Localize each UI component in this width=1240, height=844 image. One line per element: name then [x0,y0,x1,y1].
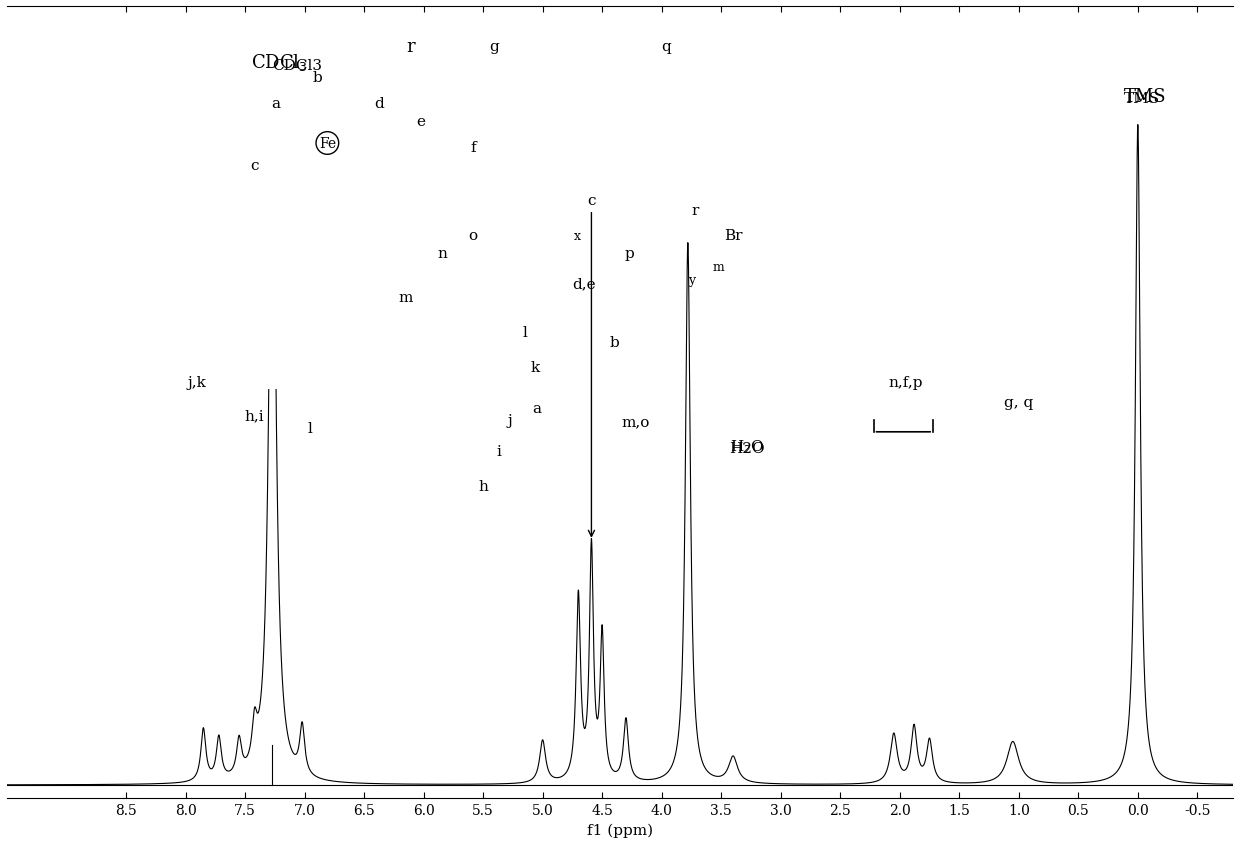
Text: y: y [688,273,696,286]
Text: o: o [469,229,477,243]
Text: a: a [270,97,280,111]
Text: d: d [374,97,384,111]
Text: n,f,p: n,f,p [888,376,923,389]
Text: l: l [308,422,312,436]
Text: c: c [250,159,259,173]
Text: H$_2$O: H$_2$O [730,438,765,456]
Text: d,e: d,e [573,277,596,290]
Text: CDCl3: CDCl3 [273,59,322,73]
Text: g, q: g, q [1004,395,1033,409]
Text: e: e [417,115,425,129]
Text: Fe: Fe [319,137,336,151]
Text: m,o: m,o [621,415,650,429]
Text: x: x [574,230,580,242]
Text: m: m [398,290,413,305]
Text: r: r [407,38,415,57]
Text: b: b [312,71,322,85]
Text: q: q [661,41,671,54]
Text: b: b [609,336,619,350]
Text: TMS: TMS [1123,88,1166,106]
Text: m: m [712,260,724,273]
Text: H2O: H2O [729,441,765,456]
Text: f: f [470,141,476,155]
Text: j,k: j,k [188,376,207,389]
Text: j: j [507,414,512,427]
Text: r: r [692,204,698,218]
Text: Br: Br [724,229,743,243]
Text: g: g [489,41,498,54]
Text: CDCl$_3$: CDCl$_3$ [250,52,308,73]
Text: c: c [588,194,595,537]
Text: TMS: TMS [1123,92,1159,106]
FancyBboxPatch shape [218,46,444,389]
X-axis label: f1 (ppm): f1 (ppm) [587,823,653,837]
Text: l: l [523,326,528,339]
Text: a: a [532,402,541,416]
Text: p: p [625,246,635,261]
Text: h: h [479,479,489,493]
Text: i: i [497,444,502,458]
Text: k: k [531,360,541,375]
Text: h,i: h,i [244,408,264,422]
Text: n: n [436,246,446,261]
